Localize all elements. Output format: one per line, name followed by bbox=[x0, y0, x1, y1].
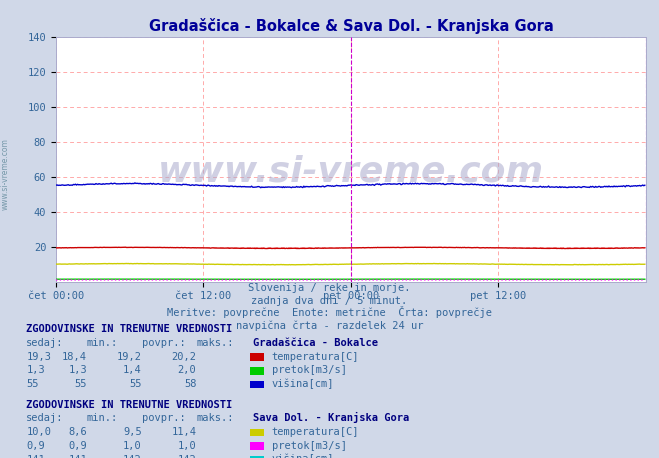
Text: Meritve: povprečne  Enote: metrične  Črta: povprečje: Meritve: povprečne Enote: metrične Črta:… bbox=[167, 306, 492, 318]
Text: ZGODOVINSKE IN TRENUTNE VREDNOSTI: ZGODOVINSKE IN TRENUTNE VREDNOSTI bbox=[26, 324, 233, 334]
Text: 20,2: 20,2 bbox=[171, 352, 196, 361]
Text: ZGODOVINSKE IN TRENUTNE VREDNOSTI: ZGODOVINSKE IN TRENUTNE VREDNOSTI bbox=[26, 400, 233, 409]
Text: višina[cm]: višina[cm] bbox=[272, 454, 334, 458]
Text: maks.:: maks.: bbox=[196, 338, 234, 348]
Text: 10,0: 10,0 bbox=[26, 427, 51, 437]
Text: min.:: min.: bbox=[87, 338, 118, 348]
Text: 1,3: 1,3 bbox=[69, 365, 87, 375]
Text: 18,4: 18,4 bbox=[62, 352, 87, 361]
Text: 1,0: 1,0 bbox=[123, 441, 142, 451]
Text: 58: 58 bbox=[184, 379, 196, 389]
Text: www.si-vreme.com: www.si-vreme.com bbox=[158, 154, 544, 188]
Text: 142: 142 bbox=[123, 455, 142, 458]
Text: temperatura[C]: temperatura[C] bbox=[272, 352, 359, 361]
Text: 55: 55 bbox=[26, 379, 39, 389]
Text: 142: 142 bbox=[178, 455, 196, 458]
Text: 1,4: 1,4 bbox=[123, 365, 142, 375]
Text: 55: 55 bbox=[74, 379, 87, 389]
Text: pretok[m3/s]: pretok[m3/s] bbox=[272, 365, 347, 375]
Text: sedaj:: sedaj: bbox=[26, 414, 64, 423]
Text: 11,4: 11,4 bbox=[171, 427, 196, 437]
Text: navpična črta - razdelek 24 ur: navpična črta - razdelek 24 ur bbox=[236, 321, 423, 331]
Text: sedaj:: sedaj: bbox=[26, 338, 64, 348]
Text: povpr.:: povpr.: bbox=[142, 414, 185, 423]
Text: višina[cm]: višina[cm] bbox=[272, 379, 334, 389]
Text: 9,5: 9,5 bbox=[123, 427, 142, 437]
Text: pretok[m3/s]: pretok[m3/s] bbox=[272, 441, 347, 451]
Text: maks.:: maks.: bbox=[196, 414, 234, 423]
Text: 19,2: 19,2 bbox=[117, 352, 142, 361]
Text: 1,3: 1,3 bbox=[26, 365, 45, 375]
Text: 0,9: 0,9 bbox=[26, 441, 45, 451]
Text: 141: 141 bbox=[26, 455, 45, 458]
Text: Slovenija / reke in morje.: Slovenija / reke in morje. bbox=[248, 283, 411, 293]
Text: temperatura[C]: temperatura[C] bbox=[272, 427, 359, 437]
Text: min.:: min.: bbox=[87, 414, 118, 423]
Text: 0,9: 0,9 bbox=[69, 441, 87, 451]
Text: 141: 141 bbox=[69, 455, 87, 458]
Text: povpr.:: povpr.: bbox=[142, 338, 185, 348]
Text: www.si-vreme.com: www.si-vreme.com bbox=[1, 138, 10, 210]
Text: 2,0: 2,0 bbox=[178, 365, 196, 375]
Text: 55: 55 bbox=[129, 379, 142, 389]
Text: Sava Dol. - Kranjska Gora: Sava Dol. - Kranjska Gora bbox=[253, 412, 409, 423]
Text: 8,6: 8,6 bbox=[69, 427, 87, 437]
Text: 1,0: 1,0 bbox=[178, 441, 196, 451]
Text: 19,3: 19,3 bbox=[26, 352, 51, 361]
Text: zadnja dva dni / 5 minut.: zadnja dva dni / 5 minut. bbox=[251, 296, 408, 305]
Text: Gradaščica - Bokalce: Gradaščica - Bokalce bbox=[253, 338, 378, 348]
Title: Gradaščica - Bokalce & Sava Dol. - Kranjska Gora: Gradaščica - Bokalce & Sava Dol. - Kranj… bbox=[148, 18, 554, 34]
